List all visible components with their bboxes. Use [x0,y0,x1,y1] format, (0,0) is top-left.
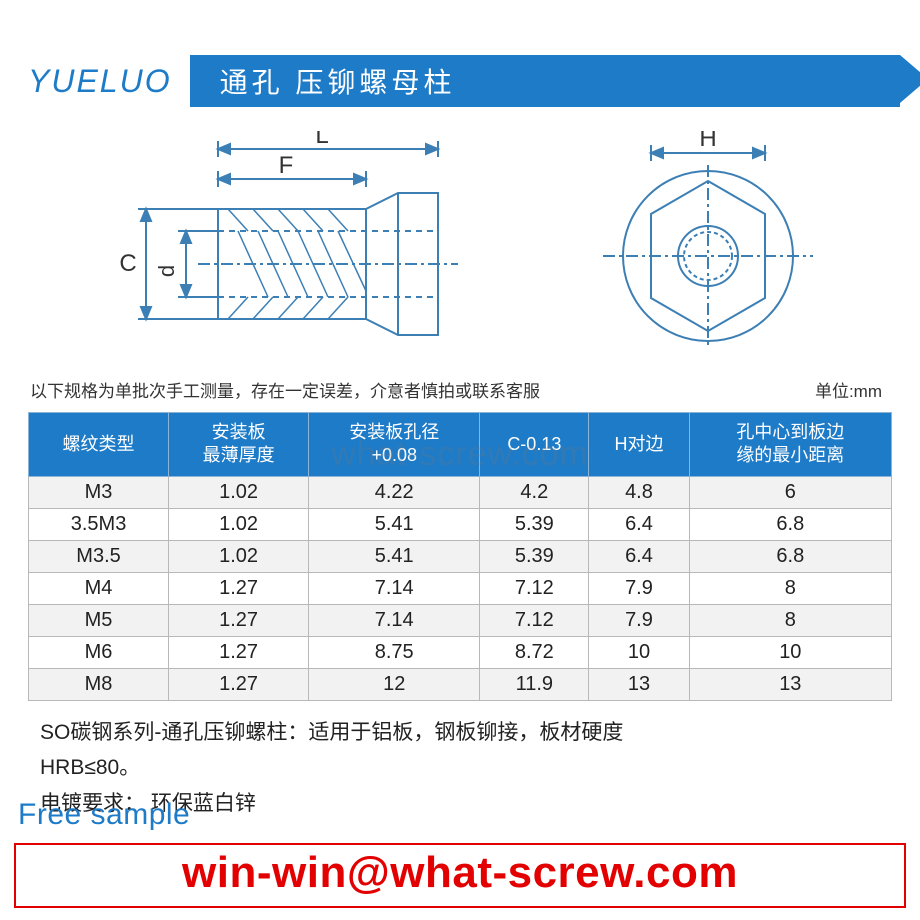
spec-table-wrap: 螺纹类型安装板最薄厚度安装板孔径+0.08C-0.13H对边孔中心到板边缘的最小… [0,412,920,701]
title-bar: 通孔 压铆螺母柱 [190,55,900,107]
table-cell: 7.12 [480,572,589,604]
table-cell: 7.12 [480,604,589,636]
front-view-diagram: H [593,131,823,361]
table-cell: 1.27 [169,636,309,668]
table-row: M31.024.224.24.86 [29,476,892,508]
table-cell: 3.5M3 [29,508,169,540]
table-cell: 6.8 [689,540,891,572]
table-row: M61.278.758.721010 [29,636,892,668]
email-text: win-win@what-screw.com [182,848,738,897]
table-cell: 5.39 [480,508,589,540]
table-cell: 5.39 [480,540,589,572]
svg-text:C: C [119,250,136,277]
svg-text:H: H [699,131,716,152]
table-cell: M6 [29,636,169,668]
table-cell: 1.02 [169,508,309,540]
free-sample-overlay: Free sample [18,798,190,832]
svg-text:d: d [154,265,179,277]
table-cell: 8.72 [480,636,589,668]
measurement-note: 以下规格为单批次手工测量，存在一定误差，介意者慎拍或联系客服 [30,377,540,402]
table-cell: 5.41 [309,540,480,572]
note-row: 以下规格为单批次手工测量，存在一定误差，介意者慎拍或联系客服 单位:mm [0,377,920,412]
table-cell: 4.8 [589,476,689,508]
side-view-diagram: L F C d [98,131,478,361]
svg-text:L: L [315,131,328,149]
table-cell: M4 [29,572,169,604]
desc-line-1: SO碳钢系列-通孔压铆螺柱：适用于铝板，钢板铆接，板材硬度 [40,715,890,751]
table-cell: 4.22 [309,476,480,508]
table-cell: 1.27 [169,604,309,636]
table-cell: 1.02 [169,476,309,508]
table-cell: 10 [689,636,891,668]
table-row: M81.271211.91313 [29,668,892,700]
table-cell: 6.4 [589,508,689,540]
table-cell: M3 [29,476,169,508]
table-cell: 7.9 [589,604,689,636]
table-cell: 1.27 [169,668,309,700]
table-cell: 6.4 [589,540,689,572]
spec-table: 螺纹类型安装板最薄厚度安装板孔径+0.08C-0.13H对边孔中心到板边缘的最小… [28,412,892,701]
table-cell: 12 [309,668,480,700]
col-header: 螺纹类型 [29,413,169,477]
table-cell: M8 [29,668,169,700]
table-row: M41.277.147.127.98 [29,572,892,604]
table-cell: 13 [689,668,891,700]
table-cell: 7.14 [309,604,480,636]
table-cell: 8 [689,572,891,604]
table-cell: 5.41 [309,508,480,540]
brand-logo: YUELUO [28,63,172,100]
table-cell: 11.9 [480,668,589,700]
table-cell: 6 [689,476,891,508]
table-cell: 7.9 [589,572,689,604]
table-cell: 13 [589,668,689,700]
col-header: H对边 [589,413,689,477]
table-cell: 4.2 [480,476,589,508]
table-row: M51.277.147.127.98 [29,604,892,636]
col-header: 安装板最薄厚度 [169,413,309,477]
email-box: win-win@what-screw.com [14,843,906,908]
col-header: C-0.13 [480,413,589,477]
col-header: 孔中心到板边缘的最小距离 [689,413,891,477]
table-cell: M3.5 [29,540,169,572]
table-cell: 8 [689,604,891,636]
table-row: 3.5M31.025.415.396.46.8 [29,508,892,540]
table-cell: M5 [29,604,169,636]
diagram-area: L F C d [0,117,920,377]
table-cell: 1.02 [169,540,309,572]
table-cell: 7.14 [309,572,480,604]
unit-label: 单位:mm [815,377,882,402]
table-cell: 10 [589,636,689,668]
col-header: 安装板孔径+0.08 [309,413,480,477]
table-cell: 6.8 [689,508,891,540]
svg-text:F: F [278,152,293,179]
header: YUELUO 通孔 压铆螺母柱 [0,0,920,117]
table-row: M3.51.025.415.396.46.8 [29,540,892,572]
table-cell: 8.75 [309,636,480,668]
table-cell: 1.27 [169,572,309,604]
desc-line-2: HRB≤80。 [40,750,890,786]
